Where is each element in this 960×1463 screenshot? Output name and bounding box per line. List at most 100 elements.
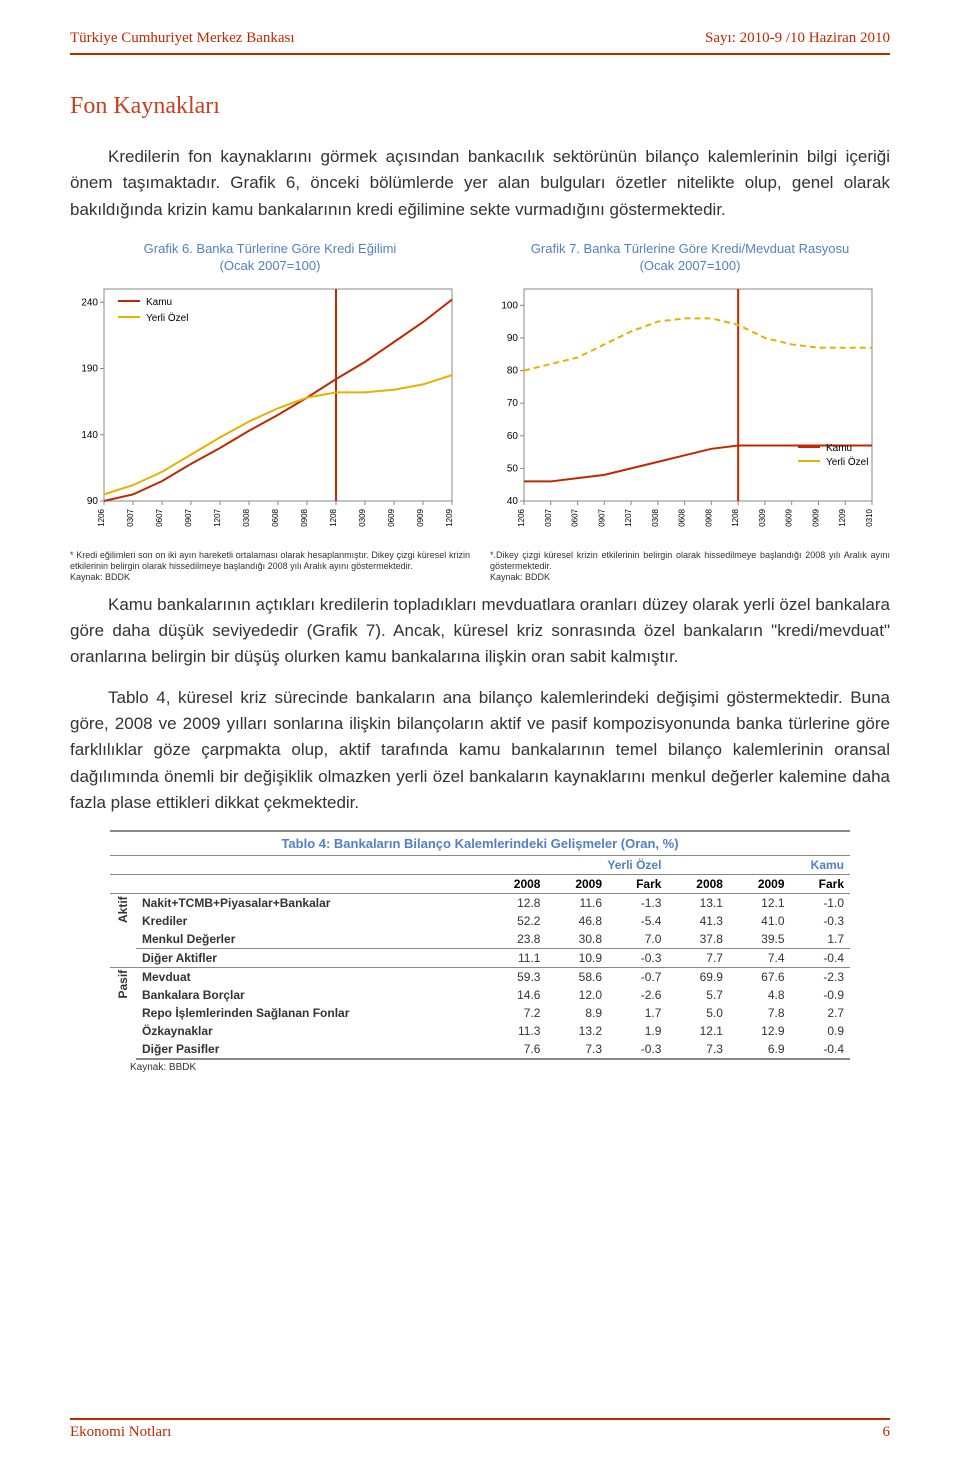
table-cell: 39.5 bbox=[729, 930, 791, 949]
table-cell: -0.9 bbox=[791, 986, 850, 1004]
table-row-label: Bankalara Borçlar bbox=[136, 986, 485, 1004]
charts-row: Grafik 6. Banka Türlerine Göre Kredi Eği… bbox=[70, 241, 890, 584]
svg-text:70: 70 bbox=[507, 398, 519, 409]
chart7-title: Grafik 7. Banka Türlerine Göre Kredi/Mev… bbox=[490, 241, 890, 275]
page-footer: Ekonomi Notları 6 bbox=[70, 1418, 890, 1441]
table-cell: 7.2 bbox=[485, 1004, 547, 1022]
table-cell: 1.7 bbox=[791, 930, 850, 949]
svg-text:0607: 0607 bbox=[155, 508, 164, 526]
svg-text:140: 140 bbox=[81, 430, 98, 441]
svg-text:0607: 0607 bbox=[571, 508, 580, 526]
svg-text:1208: 1208 bbox=[731, 508, 740, 526]
svg-text:90: 90 bbox=[507, 333, 519, 344]
table-cell: -0.4 bbox=[791, 1040, 850, 1059]
table-cell: 7.7 bbox=[667, 949, 729, 968]
table-cell: -5.4 bbox=[608, 912, 667, 930]
table-cell: 12.1 bbox=[729, 894, 791, 913]
header-right: Sayı: 2010-9 /10 Haziran 2010 bbox=[705, 30, 890, 47]
chart6-box: Grafik 6. Banka Türlerine Göre Kredi Eği… bbox=[70, 241, 470, 584]
table-cell: 8.9 bbox=[546, 1004, 608, 1022]
svg-text:0307: 0307 bbox=[126, 508, 135, 526]
svg-text:40: 40 bbox=[507, 496, 519, 507]
table-cell: 11.6 bbox=[546, 894, 608, 913]
table-cell: 12.9 bbox=[729, 1022, 791, 1040]
table-row-label: Diğer Pasifler bbox=[136, 1040, 485, 1059]
table-cell: 11.3 bbox=[485, 1022, 547, 1040]
table-cell: 7.4 bbox=[729, 949, 791, 968]
table4-source: Kaynak: BBDK bbox=[130, 1062, 850, 1073]
table-cell: 7.6 bbox=[485, 1040, 547, 1059]
svg-text:1207: 1207 bbox=[624, 508, 633, 526]
svg-text:Yerli Özel: Yerli Özel bbox=[146, 312, 188, 324]
table-cell: -2.6 bbox=[608, 986, 667, 1004]
svg-text:80: 80 bbox=[507, 365, 519, 376]
paragraph-1: Kredilerin fon kaynaklarını görmek açısı… bbox=[70, 144, 890, 223]
table-cell: -2.3 bbox=[791, 968, 850, 987]
paragraph-2: Kamu bankalarının açtıkları kredilerin t… bbox=[70, 592, 890, 671]
table4-wrap: Tablo 4: Bankaların Bilanço Kalemlerinde… bbox=[110, 830, 850, 1073]
chart6-title: Grafik 6. Banka Türlerine Göre Kredi Eği… bbox=[70, 241, 470, 275]
table-cell: 7.8 bbox=[729, 1004, 791, 1022]
svg-text:0308: 0308 bbox=[242, 508, 251, 526]
table4: Yerli ÖzelKamu20082009Fark20082009FarkAk… bbox=[110, 856, 850, 1060]
table-cell: 2.7 bbox=[791, 1004, 850, 1022]
table-cell: 0.9 bbox=[791, 1022, 850, 1040]
table-row-label: Mevduat bbox=[136, 968, 485, 987]
footer-left: Ekonomi Notları bbox=[70, 1424, 171, 1441]
svg-text:1206: 1206 bbox=[517, 508, 526, 526]
table-row-label: Menkul Değerler bbox=[136, 930, 485, 949]
table-row-label: Diğer Aktifler bbox=[136, 949, 485, 968]
header-rule bbox=[70, 53, 890, 55]
svg-text:50: 50 bbox=[507, 463, 519, 474]
pasif-label: Pasif bbox=[110, 968, 136, 1060]
svg-text:0909: 0909 bbox=[416, 508, 425, 526]
svg-text:0310: 0310 bbox=[865, 508, 874, 526]
table-cell: 69.9 bbox=[667, 968, 729, 987]
chart6: 9014019024012060307060709071207030806080… bbox=[70, 281, 460, 541]
section-title: Fon Kaynakları bbox=[70, 93, 890, 120]
svg-text:1209: 1209 bbox=[445, 508, 454, 526]
table-cell: 10.9 bbox=[546, 949, 608, 968]
svg-text:0909: 0909 bbox=[811, 508, 820, 526]
table-cell: -0.3 bbox=[791, 912, 850, 930]
table-cell: 12.1 bbox=[667, 1022, 729, 1040]
footer-rule bbox=[70, 1418, 890, 1420]
svg-text:0608: 0608 bbox=[678, 508, 687, 526]
svg-text:0907: 0907 bbox=[597, 508, 606, 526]
table-cell: -0.4 bbox=[791, 949, 850, 968]
svg-text:1209: 1209 bbox=[838, 508, 847, 526]
page-header: Türkiye Cumhuriyet Merkez Bankası Sayı: … bbox=[70, 30, 890, 47]
table-cell: -1.0 bbox=[791, 894, 850, 913]
table-cell: 11.1 bbox=[485, 949, 547, 968]
table-cell: -1.3 bbox=[608, 894, 667, 913]
table-cell: 7.0 bbox=[608, 930, 667, 949]
table-cell: 67.6 bbox=[729, 968, 791, 987]
svg-text:0609: 0609 bbox=[387, 508, 396, 526]
table-cell: 23.8 bbox=[485, 930, 547, 949]
table-cell: 5.7 bbox=[667, 986, 729, 1004]
svg-text:0907: 0907 bbox=[184, 508, 193, 526]
svg-text:190: 190 bbox=[81, 363, 98, 374]
table-cell: 52.2 bbox=[485, 912, 547, 930]
svg-text:240: 240 bbox=[81, 297, 98, 308]
svg-text:0307: 0307 bbox=[544, 508, 553, 526]
table-cell: 14.6 bbox=[485, 986, 547, 1004]
svg-text:60: 60 bbox=[507, 431, 519, 442]
svg-text:0608: 0608 bbox=[271, 508, 280, 526]
table-cell: -0.3 bbox=[608, 949, 667, 968]
table-cell: 41.3 bbox=[667, 912, 729, 930]
table-cell: 1.9 bbox=[608, 1022, 667, 1040]
table-cell: 41.0 bbox=[729, 912, 791, 930]
table-cell: 4.8 bbox=[729, 986, 791, 1004]
table-cell: 30.8 bbox=[546, 930, 608, 949]
table-cell: 12.0 bbox=[546, 986, 608, 1004]
table-cell: 13.1 bbox=[667, 894, 729, 913]
svg-text:0309: 0309 bbox=[758, 508, 767, 526]
table-row-label: Nakit+TCMB+Piyasalar+Bankalar bbox=[136, 894, 485, 913]
svg-text:Kamu: Kamu bbox=[146, 297, 172, 308]
paragraph-3: Tablo 4, küresel kriz sürecinde bankalar… bbox=[70, 685, 890, 817]
svg-text:Yerli Özel: Yerli Özel bbox=[826, 456, 868, 468]
svg-text:0309: 0309 bbox=[358, 508, 367, 526]
table-cell: -0.3 bbox=[608, 1040, 667, 1059]
svg-text:100: 100 bbox=[501, 300, 518, 311]
